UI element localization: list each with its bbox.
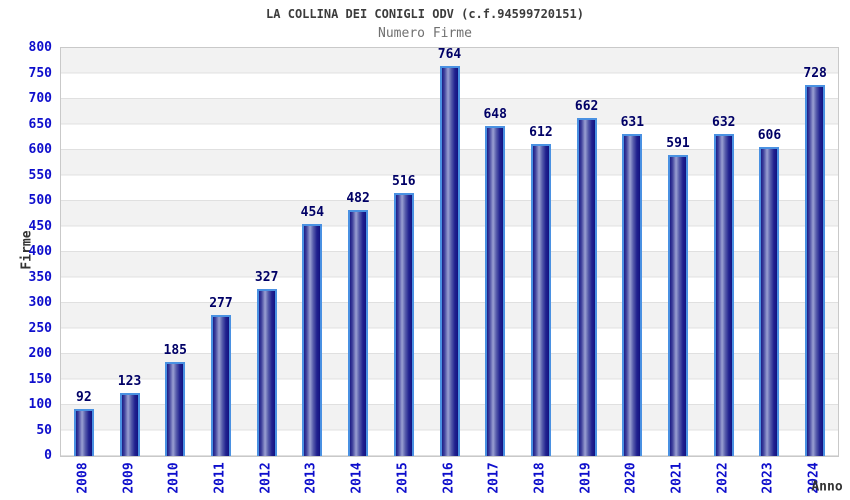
bar-2013 bbox=[302, 224, 323, 456]
x-tick-label: 2014 bbox=[349, 462, 365, 494]
x-tick-label: 2019 bbox=[578, 462, 594, 494]
y-tick-label: 650 bbox=[28, 116, 52, 132]
bar-value-label: 764 bbox=[437, 47, 462, 63]
y-tick-label: 550 bbox=[28, 167, 52, 183]
bar-value-label: 728 bbox=[803, 65, 827, 81]
bar-2011 bbox=[210, 314, 231, 456]
bar-2024 bbox=[805, 84, 826, 456]
x-tick-label: 2018 bbox=[532, 462, 548, 494]
bar-value-label: 606 bbox=[757, 127, 782, 143]
x-axis-title: Anno bbox=[811, 479, 843, 495]
bar-value-label: 185 bbox=[163, 342, 187, 358]
bar-value-label: 92 bbox=[76, 390, 92, 406]
bar-2023 bbox=[759, 146, 780, 456]
bar-value-label: 277 bbox=[209, 295, 233, 311]
y-tick-label: 0 bbox=[44, 448, 52, 463]
x-tick-label: 2013 bbox=[303, 462, 319, 494]
bar-value-label: 631 bbox=[620, 115, 645, 131]
bar-2020 bbox=[622, 134, 643, 456]
bar-value-label: 516 bbox=[392, 173, 416, 189]
y-tick-label: 350 bbox=[28, 269, 52, 285]
chart-subtitle: Numero Firme bbox=[378, 26, 472, 41]
y-tick-label: 150 bbox=[28, 371, 52, 387]
y-tick-label: 250 bbox=[28, 320, 52, 336]
bar-2012 bbox=[256, 289, 277, 456]
x-tick-label: 2021 bbox=[669, 462, 685, 494]
x-tick-label: 2015 bbox=[395, 462, 411, 494]
bar-2022 bbox=[713, 133, 734, 456]
bar-value-label: 632 bbox=[711, 114, 736, 130]
x-tick-label: 2022 bbox=[715, 462, 731, 494]
x-tick-label: 2010 bbox=[166, 462, 182, 494]
bar-value-label: 327 bbox=[254, 270, 279, 286]
bar-2019 bbox=[576, 118, 597, 456]
y-tick-label: 400 bbox=[28, 244, 52, 259]
bar-2014 bbox=[348, 210, 369, 456]
bar-2008 bbox=[73, 409, 94, 456]
y-tick-label: 500 bbox=[28, 193, 52, 208]
x-tick-label: 2017 bbox=[486, 462, 502, 494]
bar-2009 bbox=[119, 393, 140, 456]
x-tick-label: 2009 bbox=[121, 462, 137, 494]
bar-value-label: 591 bbox=[666, 135, 690, 151]
y-tick-label: 800 bbox=[28, 40, 52, 55]
y-tick-label: 50 bbox=[36, 422, 52, 438]
x-tick-label: 2008 bbox=[75, 462, 91, 494]
x-tick-label: 2020 bbox=[623, 462, 639, 494]
bar-value-label: 123 bbox=[117, 374, 142, 390]
bar-2018 bbox=[530, 143, 551, 456]
bar-2021 bbox=[668, 154, 689, 456]
bar-2015 bbox=[393, 192, 414, 456]
y-tick-label: 300 bbox=[28, 295, 52, 310]
bar-value-label: 648 bbox=[483, 106, 507, 122]
bar-value-label: 612 bbox=[529, 124, 553, 140]
chart-title: LA COLLINA DEI CONIGLI ODV (c.f.94599720… bbox=[266, 7, 584, 21]
y-tick-label: 100 bbox=[28, 397, 52, 412]
x-tick-label: 2012 bbox=[258, 462, 274, 494]
y-tick-label: 450 bbox=[28, 218, 52, 234]
plot-area: 92 123 185 277 327 454 482 516 764 648 612 662 631 59… bbox=[60, 47, 839, 457]
y-tick-label: 700 bbox=[28, 91, 52, 106]
bar-2010 bbox=[165, 361, 186, 456]
bar-2016 bbox=[439, 66, 460, 456]
bar-2017 bbox=[485, 125, 506, 456]
y-tick-label: 750 bbox=[28, 65, 52, 81]
x-tick-label: 2016 bbox=[441, 462, 456, 494]
x-tick-label: 2011 bbox=[212, 462, 228, 494]
y-tick-label: 600 bbox=[28, 142, 52, 157]
bar-value-label: 662 bbox=[574, 99, 599, 115]
bar-value-label: 454 bbox=[300, 205, 325, 221]
y-tick-label: 200 bbox=[28, 346, 52, 361]
bar-value-label: 482 bbox=[346, 191, 370, 207]
x-tick-label: 2023 bbox=[760, 462, 776, 494]
